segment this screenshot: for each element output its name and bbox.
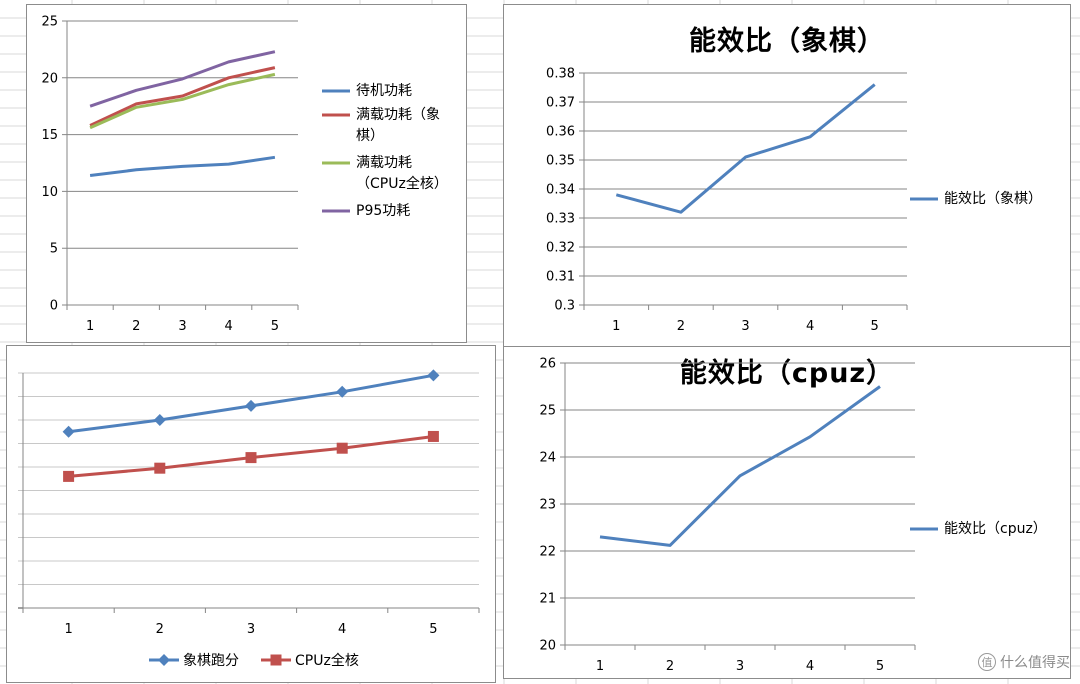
y-tick-label: 20 [41,71,58,86]
chart-title: 能效比（象棋） [689,26,885,57]
watermark: 值 什么值得买 [978,652,1070,672]
series-line [89,72,276,130]
data-point-square [154,462,166,474]
y-tick-label: 0.31 [546,270,575,285]
y-tick-label: 24 [539,451,556,466]
x-tick-label: 4 [225,319,233,334]
x-tick-label: 3 [247,622,255,637]
legend-marker-square [270,654,282,666]
x-tick-label: 3 [736,659,744,674]
legend-label: CPUz全核 [295,652,359,669]
x-tick-label: 5 [271,319,279,334]
zhi-logo-icon: 值 [978,653,996,671]
data-point-square [427,430,439,442]
benchmark-score-plot: 1 2 3 4 5 象棋跑分 CPUz全核 [18,369,480,669]
efficiency-xiangqi-chart[interactable]: 能效比（象棋） 0.3 0.31 0.32 0.33 0.34 0.35 0.36 0.37 0… [503,4,1071,347]
legend-label: 象棋跑分 [183,653,239,669]
y-tick-label: 10 [41,185,58,200]
data-point-diamond [153,414,166,426]
x-tick-label: 2 [132,319,140,334]
benchmark-score-chart[interactable]: 1 2 3 4 5 象棋跑分 CPUz全核 [6,345,496,683]
y-tick-label: 0.35 [546,154,575,169]
series-line [89,155,276,177]
data-point-diamond [336,385,349,398]
series-line [615,83,876,214]
legend-label: P95功耗 [356,203,410,219]
x-tick-label: 1 [596,659,604,674]
y-tick-label: 0.37 [546,96,575,111]
y-tick-label: 15 [41,128,58,143]
y-tick-label: 0.33 [546,212,575,227]
legend-label: 能效比（象棋） [944,191,1042,207]
watermark-text: 什么值得买 [1000,655,1070,671]
series-line [89,50,276,108]
x-tick-label: 3 [178,319,186,334]
x-tick-label: 1 [86,319,94,334]
y-tick-label: 22 [539,545,556,560]
y-tick-label: 0 [50,299,58,314]
legend-label: （CPUz全核） [356,175,448,192]
series-line [89,66,276,127]
y-tick-label: 0.3 [554,299,575,314]
x-tick-label: 5 [876,659,884,674]
y-tick-label: 0.32 [546,241,575,256]
data-point-diamond [62,425,75,438]
x-tick-label: 1 [64,622,72,637]
y-tick-label: 0.38 [546,67,575,82]
y-tick-label: 5 [50,242,58,257]
y-tick-label: 0.36 [546,125,575,140]
data-point-diamond [427,369,440,382]
x-tick-label: 4 [806,319,814,334]
x-tick-label: 5 [871,319,879,334]
x-tick-label: 1 [612,319,620,334]
y-tick-label: 26 [539,357,556,372]
legend-label: 满载功耗（象 [356,107,440,123]
legend-label: 满载功耗 [356,155,412,171]
y-tick-label: 20 [539,639,556,654]
power-consumption-chart[interactable]: 0 5 10 15 20 25 1 2 3 4 5 待机功耗满载功耗（象 棋） 满载功耗 （CPUz全核） P… [26,4,467,343]
efficiency-xiangqi-plot: 0.3 0.31 0.32 0.33 0.34 0.35 0.36 0.37 0.38 1 2 3 4 5… [546,67,1042,335]
legend-label: 能效比（cpuz） [944,521,1047,537]
legend-marker-diamond [158,654,170,666]
y-tick-label: 23 [539,498,556,513]
x-tick-label: 4 [338,622,346,637]
x-tick-label: 4 [806,659,814,674]
y-tick-label: 21 [539,592,556,607]
x-tick-label: 2 [156,622,164,637]
data-point-diamond [245,399,257,412]
x-tick-label: 3 [741,319,749,334]
data-point-square [245,452,257,464]
data-point-square [336,442,348,454]
y-tick-label: 0.34 [546,183,575,198]
x-tick-label: 5 [429,622,437,637]
legend-label: 棋） [356,128,384,144]
series-line [599,385,881,547]
x-tick-label: 2 [666,659,674,674]
legend-label: 待机功耗 [356,83,412,99]
data-point-square [63,470,75,482]
efficiency-cpuz-chart[interactable]: 能效比（cpuz） 20 21 22 23 24 25 26 1 2 3 4 5 能效比（cpuz） [503,346,1071,679]
y-tick-label: 25 [539,404,556,419]
x-tick-label: 2 [677,319,685,334]
y-tick-label: 25 [41,15,58,30]
